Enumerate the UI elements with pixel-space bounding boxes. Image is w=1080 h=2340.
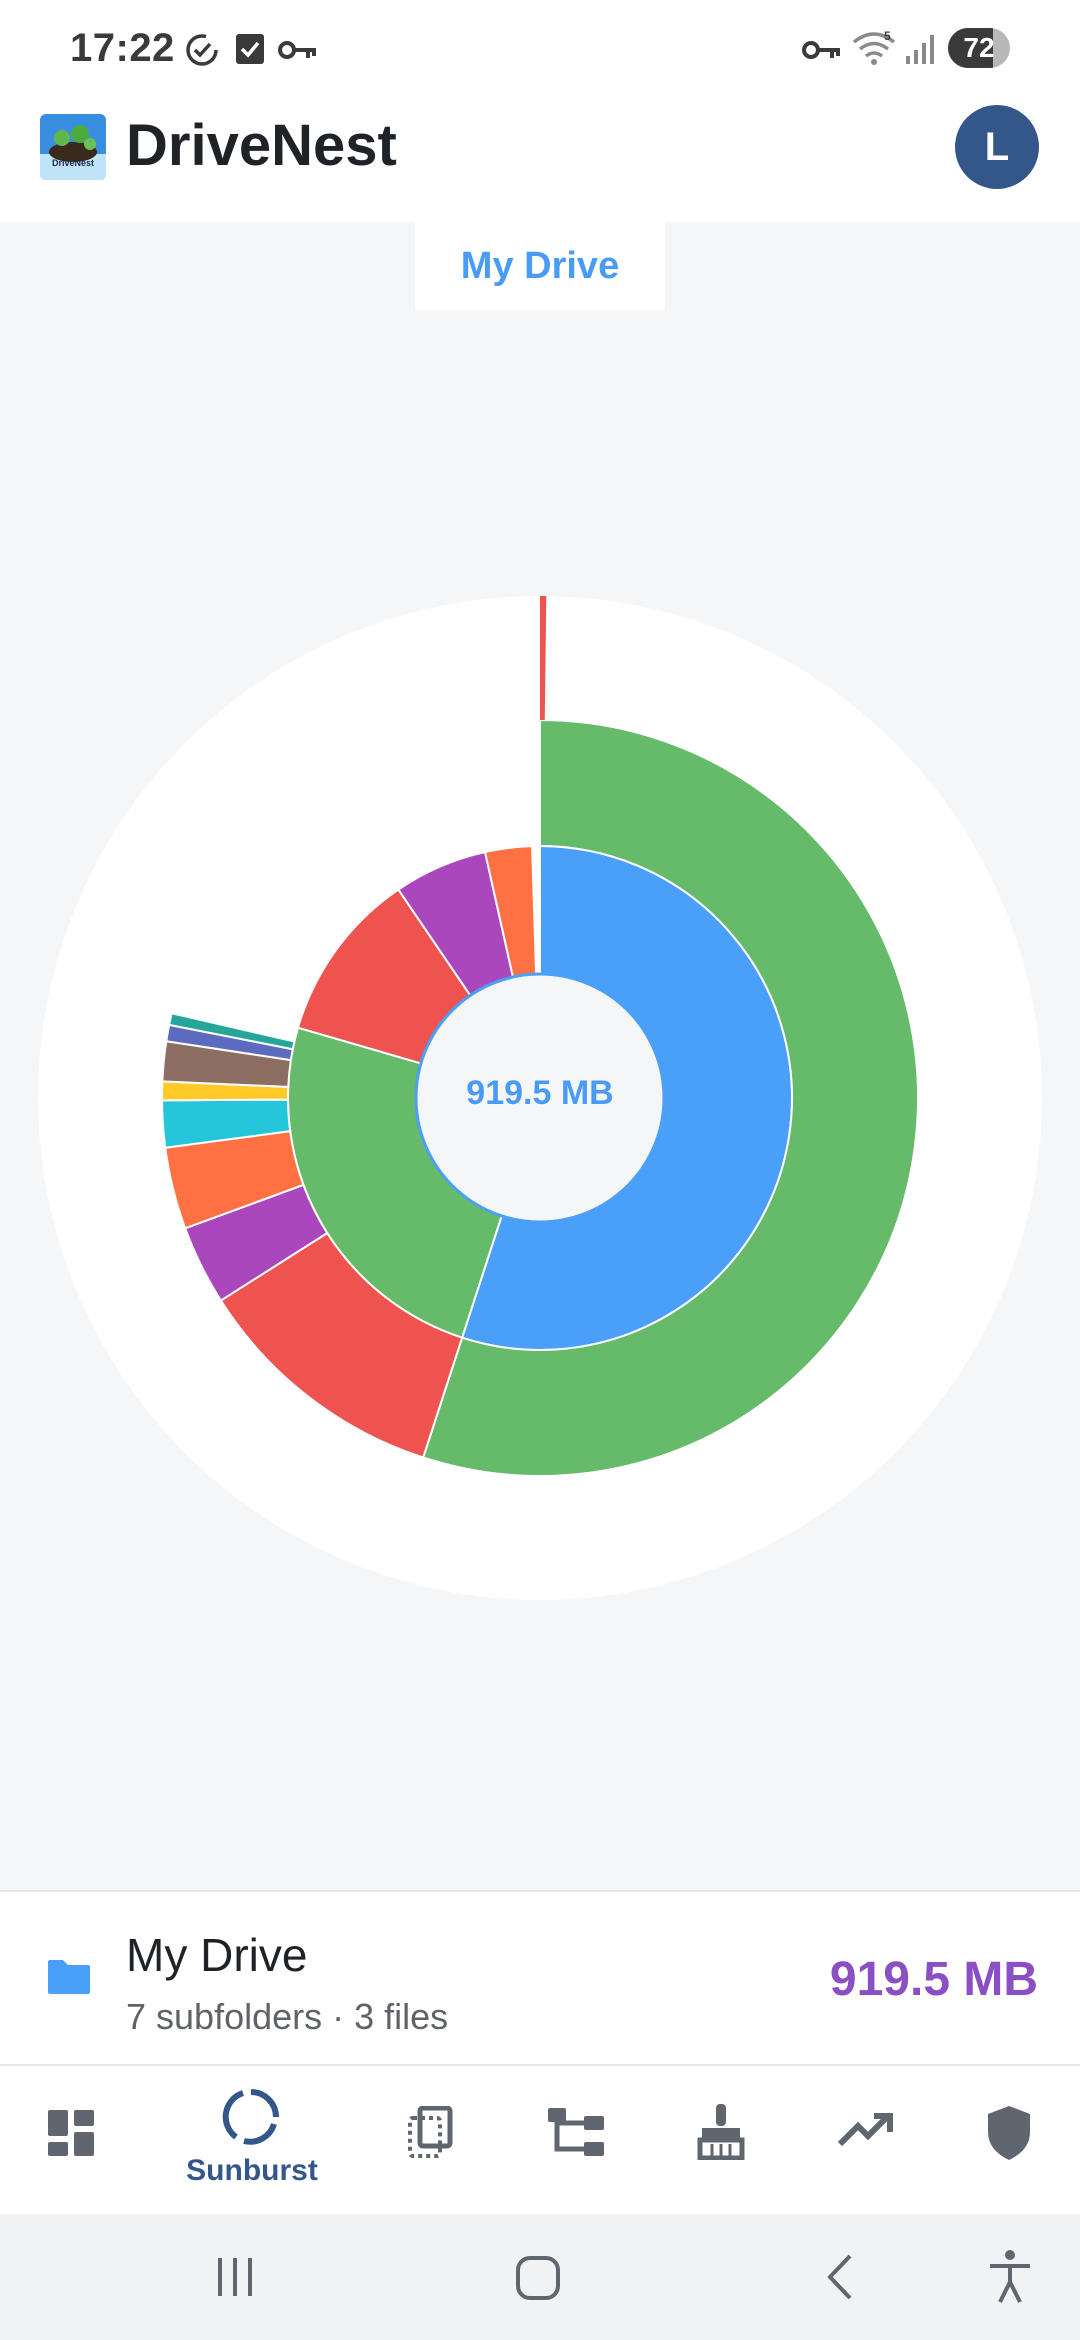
nav-cleanup[interactable] [670,2066,774,2214]
cleanup-icon [697,2104,745,2160]
app-header: DriveNest DriveNest L [0,100,1080,222]
nav-copies[interactable] [380,2066,480,2214]
tree-icon [548,2108,604,2156]
security-icon [988,2106,1030,2160]
folder-icon [48,1960,90,1994]
wifi-icon: 5 [852,30,896,65]
sunburst-segment-l2-9[interactable] [167,1012,296,1051]
sunburst-chart[interactable] [0,222,1080,1890]
selected-folder-size: 919.5 MB [829,1953,1038,2006]
nav-dashboard[interactable] [0,2066,146,2214]
center-size-label: 919.5 MB [466,1074,614,1112]
battery-fill [948,28,993,68]
sunburst-center[interactable] [414,972,666,1224]
signal-icon [906,35,934,64]
battery-level-text: 72 [963,32,995,63]
app-title: DriveNest [126,113,397,178]
recent-apps-icon[interactable] [212,2254,258,2300]
avatar[interactable]: L [955,105,1039,189]
svg-text:5: 5 [884,30,891,43]
selected-folder-meta: 7 subfolders · 3 files [126,1996,449,2037]
back-icon[interactable] [820,2252,860,2302]
chart-area: My Drive 919.5 MB [0,222,1080,1890]
battery-icon: 72 [948,28,1010,68]
check-circle-icon [186,34,218,66]
sunburst-segment-l3-1[interactable] [540,596,547,721]
bottom-nav: Sunburst [0,2066,1080,2214]
copies-icon [408,2106,453,2158]
sunburst-segment-l2-1[interactable] [421,718,919,1477]
sunburst-icon [222,2089,279,2145]
dashboard-icon [48,2110,94,2156]
nav-sunburst[interactable]: Sunburst [150,2066,354,2214]
accessibility-icon[interactable] [986,2248,1034,2304]
key-icon [278,41,316,59]
status-bar: 17:22 5 72 [0,0,1080,100]
checkbox-icon [236,34,264,64]
nav-tree[interactable] [524,2066,630,2214]
system-nav-bar [0,2214,1080,2340]
trends-icon [837,2113,893,2147]
nav-security[interactable] [958,2066,1064,2214]
selected-folder-name: My Drive [126,1929,308,1981]
status-time: 17:22 [70,26,175,70]
breadcrumb-tab-my-drive[interactable]: My Drive [415,222,665,310]
logo-text: DriveNest [52,158,94,168]
key-icon [802,41,840,59]
home-icon[interactable] [514,2254,562,2302]
app-logo: DriveNest [40,114,106,180]
nav-sunburst-label: Sunburst [186,2154,318,2187]
nav-trends[interactable] [814,2066,914,2214]
selected-folder-panel[interactable]: My Drive 7 subfolders · 3 files 919.5 MB [0,1890,1080,2066]
